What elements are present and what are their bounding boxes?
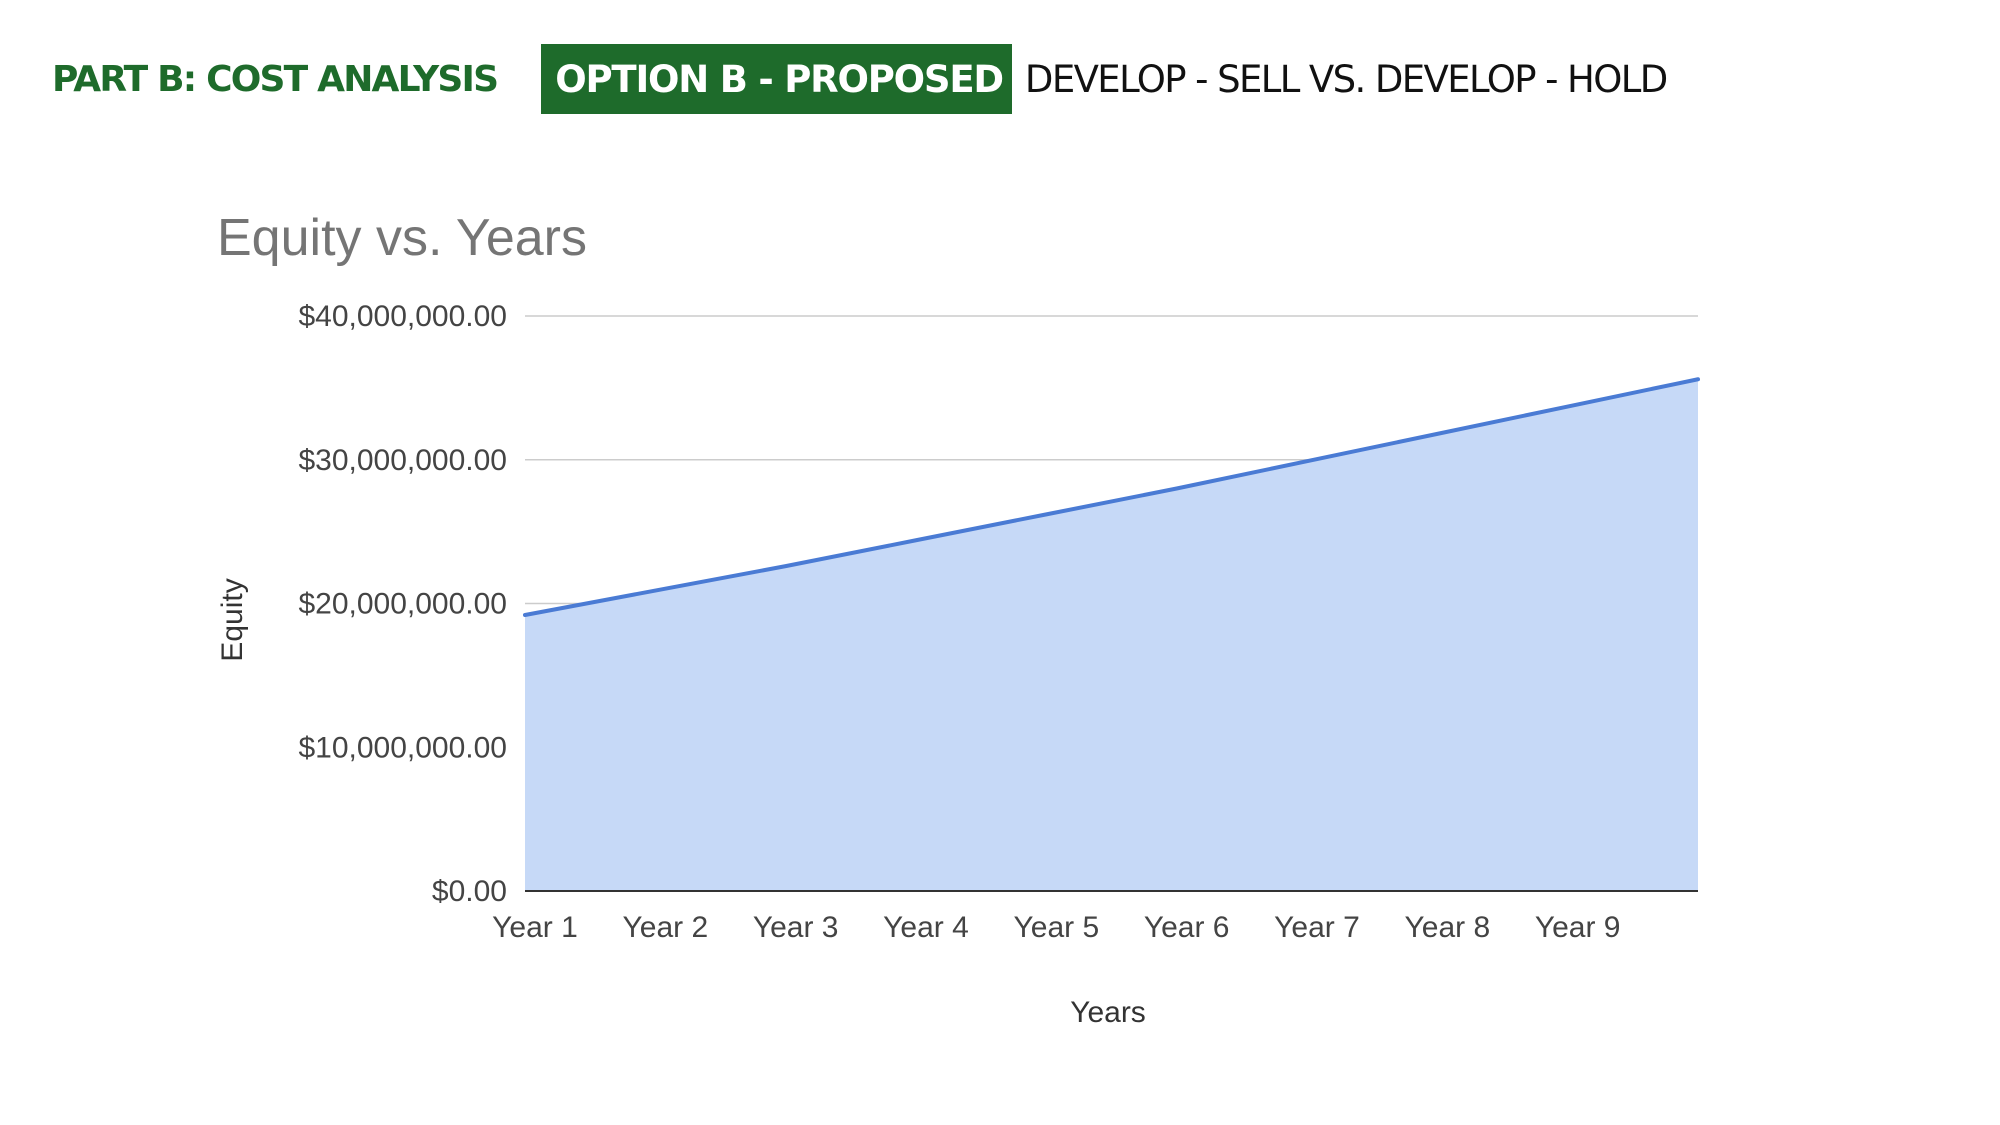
y-axis-ticks: $0.00 $10,000,000.00 $20,000,000.00 $30,000… bbox=[298, 300, 507, 908]
x-tick-label: Year 7 bbox=[1274, 911, 1360, 944]
y-axis-title: Equity bbox=[216, 578, 249, 661]
series-area-fill bbox=[525, 379, 1698, 891]
slide-header: PART B: COST ANALYSIS OPTION B - PROPOSE… bbox=[52, 44, 1668, 114]
x-axis-title: Years bbox=[1070, 996, 1146, 1029]
y-tick-label: $20,000,000.00 bbox=[298, 588, 507, 621]
y-tick-label: $40,000,000.00 bbox=[298, 300, 507, 333]
x-tick-label: Year 9 bbox=[1535, 911, 1621, 944]
x-tick-label: Year 1 bbox=[492, 911, 578, 944]
chart-title: Equity vs. Years bbox=[217, 209, 587, 267]
series-line bbox=[523, 377, 1700, 617]
y-tick-label: $10,000,000.00 bbox=[298, 731, 507, 764]
option-badge: OPTION B - PROPOSED bbox=[541, 44, 1012, 114]
part-label: PART B: COST ANALYSIS bbox=[52, 58, 499, 100]
x-tick-label: Year 6 bbox=[1144, 911, 1230, 944]
y-tick-label: $0.00 bbox=[432, 875, 507, 908]
x-tick-label: Year 2 bbox=[623, 911, 709, 944]
y-tick-label: $30,000,000.00 bbox=[298, 444, 507, 477]
plot-area bbox=[523, 377, 1700, 892]
x-tick-label: Year 3 bbox=[753, 911, 839, 944]
header-subtitle: DEVELOP - SELL VS. DEVELOP - HOLD bbox=[1024, 57, 1668, 101]
x-tick-label: Year 8 bbox=[1405, 911, 1491, 944]
x-tick-label: Year 5 bbox=[1014, 911, 1100, 944]
x-tick-label: Year 4 bbox=[883, 911, 969, 944]
x-axis-ticks: Year 1 Year 2 Year 3 Year 4 Year 5 Year 6 Year… bbox=[492, 911, 1620, 944]
